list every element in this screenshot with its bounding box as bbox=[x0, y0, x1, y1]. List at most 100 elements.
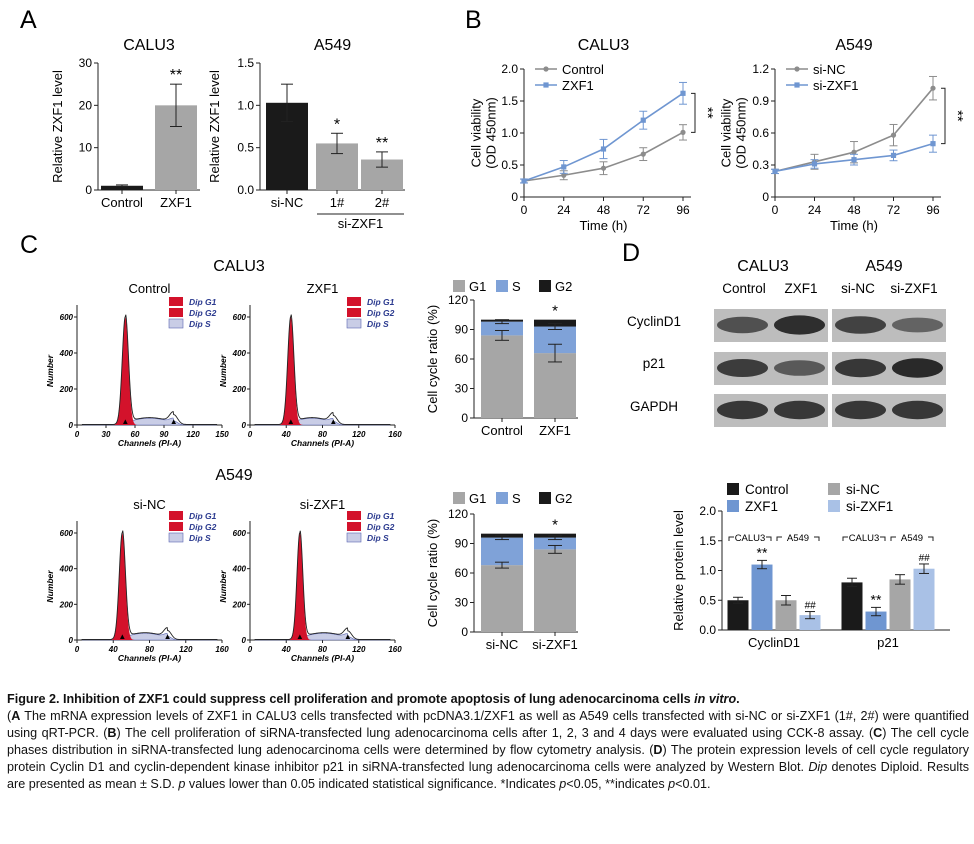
significance-label: ** bbox=[170, 67, 182, 84]
ytick-label: 600 bbox=[233, 529, 247, 538]
legend-label: Dip S bbox=[189, 533, 211, 543]
wb-protein-3: GAPDH bbox=[630, 399, 678, 414]
group-label-bg bbox=[896, 531, 928, 542]
histogram-title: Control bbox=[129, 281, 171, 296]
group-label: si-ZXF1 bbox=[338, 216, 384, 231]
bar bbox=[101, 185, 143, 190]
ytick-label: 200 bbox=[59, 385, 74, 394]
ytick-label: 200 bbox=[59, 600, 74, 609]
chart-ytick-label: 0 bbox=[511, 190, 518, 204]
panel-label-b: B bbox=[465, 6, 482, 34]
y-axis-label: Cell cycle ratio (%) bbox=[425, 519, 440, 627]
legend-marker bbox=[543, 66, 549, 72]
histogram-outline bbox=[250, 530, 395, 641]
chart-title: A549 bbox=[835, 37, 872, 54]
xtick-label: 0 bbox=[248, 645, 253, 654]
legend-swatch bbox=[453, 492, 465, 504]
legend-label: G1 bbox=[469, 491, 486, 506]
histogram-outline bbox=[77, 314, 222, 426]
peak-marker: ▲ bbox=[164, 632, 172, 641]
chart-A-A549: A549 0.0 0.5 1.0 1.5 Relative ZXF1 level si-NC… bbox=[207, 37, 405, 231]
xtick-label: 0 bbox=[75, 645, 80, 654]
blot-band bbox=[892, 400, 943, 420]
y-axis-label: Number bbox=[45, 570, 55, 603]
chart-ytick-label: 30 bbox=[79, 56, 93, 70]
chart-ytick-label: 2.0 bbox=[501, 62, 518, 76]
data-point bbox=[561, 172, 567, 178]
peak-marker: ▲ bbox=[296, 632, 304, 641]
legend-marker bbox=[794, 66, 800, 72]
legend-swatch bbox=[347, 308, 361, 317]
bar bbox=[889, 579, 911, 630]
g1-peak-area bbox=[250, 317, 395, 425]
xtick-label: 80 bbox=[318, 430, 327, 439]
g1-peak-area bbox=[77, 317, 222, 425]
chart-ytick-label: 60 bbox=[455, 352, 469, 366]
xtick-label: p21 bbox=[877, 635, 899, 650]
legend-swatch bbox=[453, 280, 465, 292]
wb-cell-line-2: A549 bbox=[865, 258, 902, 275]
xtick-label: 0 bbox=[521, 203, 528, 217]
chart-ytick-label: 1.0 bbox=[699, 564, 716, 578]
xtick-label: 48 bbox=[847, 203, 861, 217]
chart-ytick-label: 0 bbox=[85, 183, 92, 197]
data-point bbox=[930, 141, 936, 147]
group-label-bg bbox=[782, 531, 814, 542]
x-axis-label: Channels (PI-A) bbox=[291, 653, 354, 663]
wb-condition-1: Control bbox=[722, 281, 766, 296]
ytick-label: 400 bbox=[59, 349, 74, 358]
chart-C-CALU3-hist: Control 0 200 400 600 0 30 60 90 120 150 Channels (… bbox=[45, 281, 229, 448]
legend-label: S bbox=[512, 491, 521, 506]
peak-marker: ▲ bbox=[121, 417, 129, 426]
peak-marker: ▲ bbox=[329, 417, 337, 426]
y-axis-label: Cell viability bbox=[719, 98, 734, 167]
ytick-label: 200 bbox=[232, 600, 247, 609]
chart-ytick-label: 2.0 bbox=[699, 504, 716, 518]
figure-caption: Figure 2. Inhibition of ZXF1 could suppr… bbox=[7, 691, 969, 793]
histogram-title: si-NC bbox=[133, 497, 166, 512]
data-point bbox=[680, 129, 686, 135]
xtick-label: 30 bbox=[102, 430, 111, 439]
significance-bracket bbox=[941, 87, 946, 145]
xtick-label: CyclinD1 bbox=[748, 635, 800, 650]
legend-swatch bbox=[539, 492, 551, 504]
significance-label: * bbox=[552, 517, 558, 534]
chart-C-A549-hist2: si-ZXF1 0 200 400 600 0 40 80 120 160 Channels (PI… bbox=[218, 497, 402, 663]
chart-ytick-label: 0.6 bbox=[752, 126, 769, 140]
g1-peak-area bbox=[77, 533, 222, 640]
wb-protein-2: p21 bbox=[643, 356, 666, 371]
legend-marker bbox=[794, 82, 800, 88]
legend-swatch bbox=[168, 318, 184, 329]
stack-segment bbox=[534, 353, 576, 418]
histogram-outline bbox=[250, 314, 395, 426]
blot-band bbox=[774, 400, 825, 420]
legend-label: si-NC bbox=[846, 482, 880, 497]
legend-label: Control bbox=[562, 62, 604, 77]
significance-label: ** bbox=[757, 544, 768, 560]
legend-label: Dip G1 bbox=[367, 511, 395, 521]
legend-label: S bbox=[512, 279, 521, 294]
s-phase-area bbox=[250, 632, 395, 641]
chart-ytick-label: 0.0 bbox=[699, 623, 716, 637]
xtick-label: si-NC bbox=[486, 637, 519, 652]
blot-band bbox=[892, 317, 943, 333]
legend-swatch bbox=[169, 511, 183, 520]
legend-marker bbox=[543, 82, 549, 88]
x-axis-label: Time (h) bbox=[580, 218, 628, 233]
y-axis-label: Cell cycle ratio (%) bbox=[425, 305, 440, 413]
blot-band bbox=[835, 316, 886, 334]
xtick-label: 120 bbox=[186, 430, 200, 439]
bar bbox=[751, 564, 773, 630]
group-label: A549 bbox=[787, 533, 809, 544]
western-blot: CALU3 A549 Control ZXF1 si-NC si-ZXF1 Cy… bbox=[627, 258, 946, 427]
significance-label: ** bbox=[949, 110, 966, 122]
s-phase-area bbox=[77, 417, 222, 426]
legend-label: Dip S bbox=[367, 319, 389, 329]
chart-C-CALU3-hist2: ZXF1 0 200 400 600 0 40 80 120 160 Channels (PI-A)… bbox=[218, 281, 402, 448]
ytick-label: 600 bbox=[60, 529, 74, 538]
chart-C-A549-hist: si-NC 0 200 400 600 0 40 80 120 160 Channels (PI-A… bbox=[45, 497, 229, 663]
chart-ytick-label: 1.2 bbox=[752, 62, 769, 76]
peak-marker: ▲ bbox=[287, 417, 295, 426]
xtick-label: 160 bbox=[388, 645, 402, 654]
